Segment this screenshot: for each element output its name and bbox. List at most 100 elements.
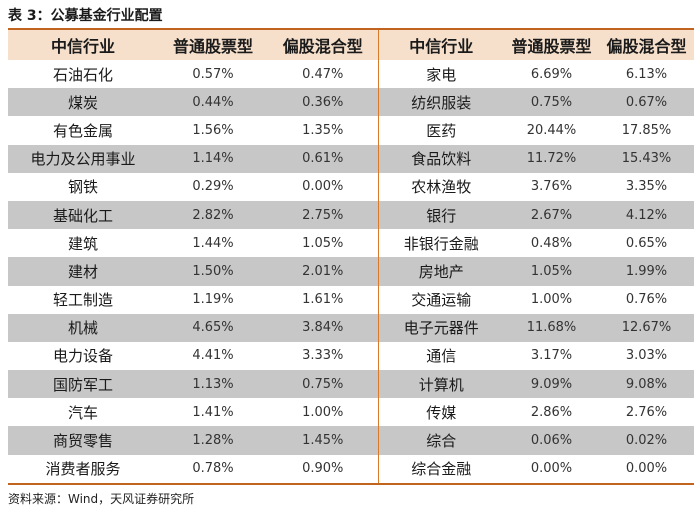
mixed-fund-value-cell: 0.65% xyxy=(625,235,668,251)
table-row: 汽车 1.41% 1.00% 传媒 2.86% 2.76% xyxy=(8,398,694,427)
top-rule xyxy=(8,28,694,30)
mixed-fund-value-cell: 0.02% xyxy=(599,426,694,455)
stock-fund-value-cell: 2.67% xyxy=(504,200,599,230)
stock-fund-value-cell: 4.41% xyxy=(192,348,234,364)
table-row: 基础化工 2.82% 2.75% 银行 2.67% 4.12% xyxy=(8,200,694,230)
mixed-fund-value-cell: 3.84% xyxy=(268,313,378,342)
table-row: 钢铁 0.29% 0.00% 农林渔牧 3.76% 3.35% xyxy=(8,172,694,201)
stock-fund-value-cell: 2.82% xyxy=(158,200,268,230)
table-row: 建材 1.50% 2.01% 房地产 1.05% 1.99% xyxy=(8,257,694,286)
industry-name-cell: 电力及公用事业 xyxy=(8,144,158,173)
stock-fund-value-cell: 11.68% xyxy=(504,313,599,342)
stock-fund-value-cell: 0.06% xyxy=(504,426,599,455)
stock-fund-value-cell: 6.69% xyxy=(530,66,573,82)
industry-name-cell: 医药 xyxy=(377,116,504,145)
header-row: 中信行业 普通股票型 偏股混合型 中信行业 普通股票型 偏股混合型 xyxy=(8,30,694,60)
industry-name-cell: 纺织服装 xyxy=(377,88,504,117)
industry-name-cell: 计算机 xyxy=(377,370,504,399)
industry-name-cell: 商贸零售 xyxy=(8,426,158,455)
stock-fund-value-cell: 1.41% xyxy=(192,404,234,420)
table-body: 石油石化 0.57% 0.47% 家电 6.69% 6.13% 煤炭 0.44% 0.36% 纺织… xyxy=(8,60,694,483)
industry-name-cell: 消费者服务 xyxy=(45,460,121,479)
stock-fund-value-cell: 1.14% xyxy=(158,144,268,173)
industry-name-cell: 通信 xyxy=(377,341,504,371)
header-mixed-right: 偏股混合型 xyxy=(599,30,694,60)
industry-name-cell: 有色金属 xyxy=(52,121,113,140)
industry-name-cell: 钢铁 xyxy=(67,178,98,197)
mixed-fund-value-cell: 2.75% xyxy=(268,200,378,230)
mixed-fund-value-cell: 2.01% xyxy=(268,257,378,286)
mixed-fund-value-cell: 3.33% xyxy=(302,348,344,364)
industry-name-cell: 农林渔牧 xyxy=(377,172,504,201)
mixed-fund-value-cell: 0.67% xyxy=(599,88,694,117)
table-row: 国防军工 1.13% 0.75% 计算机 9.09% 9.08% xyxy=(8,370,694,399)
mixed-fund-value-cell: 1.05% xyxy=(302,235,344,251)
industry-name-cell: 非银行金融 xyxy=(377,229,504,258)
mixed-fund-value-cell: 15.43% xyxy=(599,144,694,173)
mixed-fund-value-cell: 6.13% xyxy=(625,66,668,82)
industry-name-cell: 汽车 xyxy=(67,403,98,422)
header-mixed-left: 偏股混合型 xyxy=(268,30,378,60)
mixed-fund-value-cell: 0.90% xyxy=(302,461,344,477)
table-row: 石油石化 0.57% 0.47% 家电 6.69% 6.13% xyxy=(8,60,694,89)
stock-fund-value-cell: 0.75% xyxy=(504,88,599,117)
stock-fund-value-cell: 1.44% xyxy=(192,235,234,251)
mixed-fund-value-cell: 1.45% xyxy=(268,426,378,455)
mixed-fund-value-cell: 0.00% xyxy=(302,179,344,195)
stock-fund-value-cell: 0.29% xyxy=(192,179,234,195)
industry-allocation-table: 中信行业 普通股票型 偏股混合型 中信行业 普通股票型 偏股混合型 石油石化 0.… xyxy=(8,30,694,483)
table-row: 有色金属 1.56% 1.35% 医药 20.44% 17.85% xyxy=(8,116,694,145)
industry-name-cell: 石油石化 xyxy=(52,65,113,84)
industry-name-cell: 综合 xyxy=(377,426,504,455)
stock-fund-value-cell: 1.05% xyxy=(504,257,599,286)
stock-fund-value-cell: 1.19% xyxy=(192,292,234,308)
table-row: 轻工制造 1.19% 1.61% 交通运输 1.00% 0.76% xyxy=(8,285,694,314)
mixed-fund-value-cell: 0.00% xyxy=(625,461,668,477)
stock-fund-value-cell: 20.44% xyxy=(526,122,577,138)
mixed-fund-value-cell: 2.76% xyxy=(625,404,668,420)
stock-fund-value-cell: 2.86% xyxy=(530,404,573,420)
stock-fund-value-cell: 1.50% xyxy=(158,257,268,286)
industry-name-cell: 基础化工 xyxy=(8,200,158,230)
table-row: 电力设备 4.41% 3.33% 通信 3.17% 3.03% xyxy=(8,341,694,371)
bottom-rule xyxy=(8,483,694,485)
source-note: 资料来源：Wind，天风证券研究所 xyxy=(8,492,195,506)
industry-name-cell: 交通运输 xyxy=(377,285,504,314)
table-row: 煤炭 0.44% 0.36% 纺织服装 0.75% 0.67% xyxy=(8,88,694,117)
stock-fund-value-cell: 3.17% xyxy=(530,348,573,364)
industry-name-cell: 国防军工 xyxy=(8,370,158,399)
mixed-fund-value-cell: 3.35% xyxy=(625,179,668,195)
industry-name-cell: 综合金融 xyxy=(377,454,504,483)
table-caption: 表 3：公募基金行业配置 xyxy=(8,8,163,24)
stock-fund-value-cell: 0.44% xyxy=(158,88,268,117)
industry-name-cell: 机械 xyxy=(8,313,158,342)
industry-name-cell: 房地产 xyxy=(377,257,504,286)
mixed-fund-value-cell: 1.00% xyxy=(302,404,344,420)
table-row: 建筑 1.44% 1.05% 非银行金融 0.48% 0.65% xyxy=(8,229,694,258)
mixed-fund-value-cell: 0.61% xyxy=(268,144,378,173)
mixed-fund-value-cell: 1.99% xyxy=(599,257,694,286)
mixed-fund-value-cell: 9.08% xyxy=(599,370,694,399)
mixed-fund-value-cell: 0.36% xyxy=(268,88,378,117)
industry-name-cell: 建筑 xyxy=(67,234,98,253)
stock-fund-value-cell: 0.78% xyxy=(192,461,234,477)
industry-name-cell: 传媒 xyxy=(377,398,504,427)
mixed-fund-value-cell: 1.61% xyxy=(302,292,344,308)
table-row: 电力及公用事业 1.14% 0.61% 食品饮料 11.72% 15.43% xyxy=(8,144,694,173)
mixed-fund-value-cell: 4.12% xyxy=(599,200,694,230)
stock-fund-value-cell: 0.00% xyxy=(530,461,573,477)
header-industry-right: 中信行业 xyxy=(377,30,504,60)
mixed-fund-value-cell: 0.76% xyxy=(625,292,668,308)
industry-name-cell: 食品饮料 xyxy=(377,144,504,173)
industry-name-cell: 银行 xyxy=(377,200,504,230)
stock-fund-value-cell: 11.72% xyxy=(504,144,599,173)
stock-fund-value-cell: 4.65% xyxy=(158,313,268,342)
header-industry-left: 中信行业 xyxy=(8,30,158,60)
industry-name-cell: 建材 xyxy=(8,257,158,286)
industry-name-cell: 电子元器件 xyxy=(377,313,504,342)
header-stock-left: 普通股票型 xyxy=(158,30,268,60)
stock-fund-value-cell: 0.57% xyxy=(192,66,234,82)
stock-fund-value-cell: 1.56% xyxy=(192,122,234,138)
table-row: 商贸零售 1.28% 1.45% 综合 0.06% 0.02% xyxy=(8,426,694,455)
